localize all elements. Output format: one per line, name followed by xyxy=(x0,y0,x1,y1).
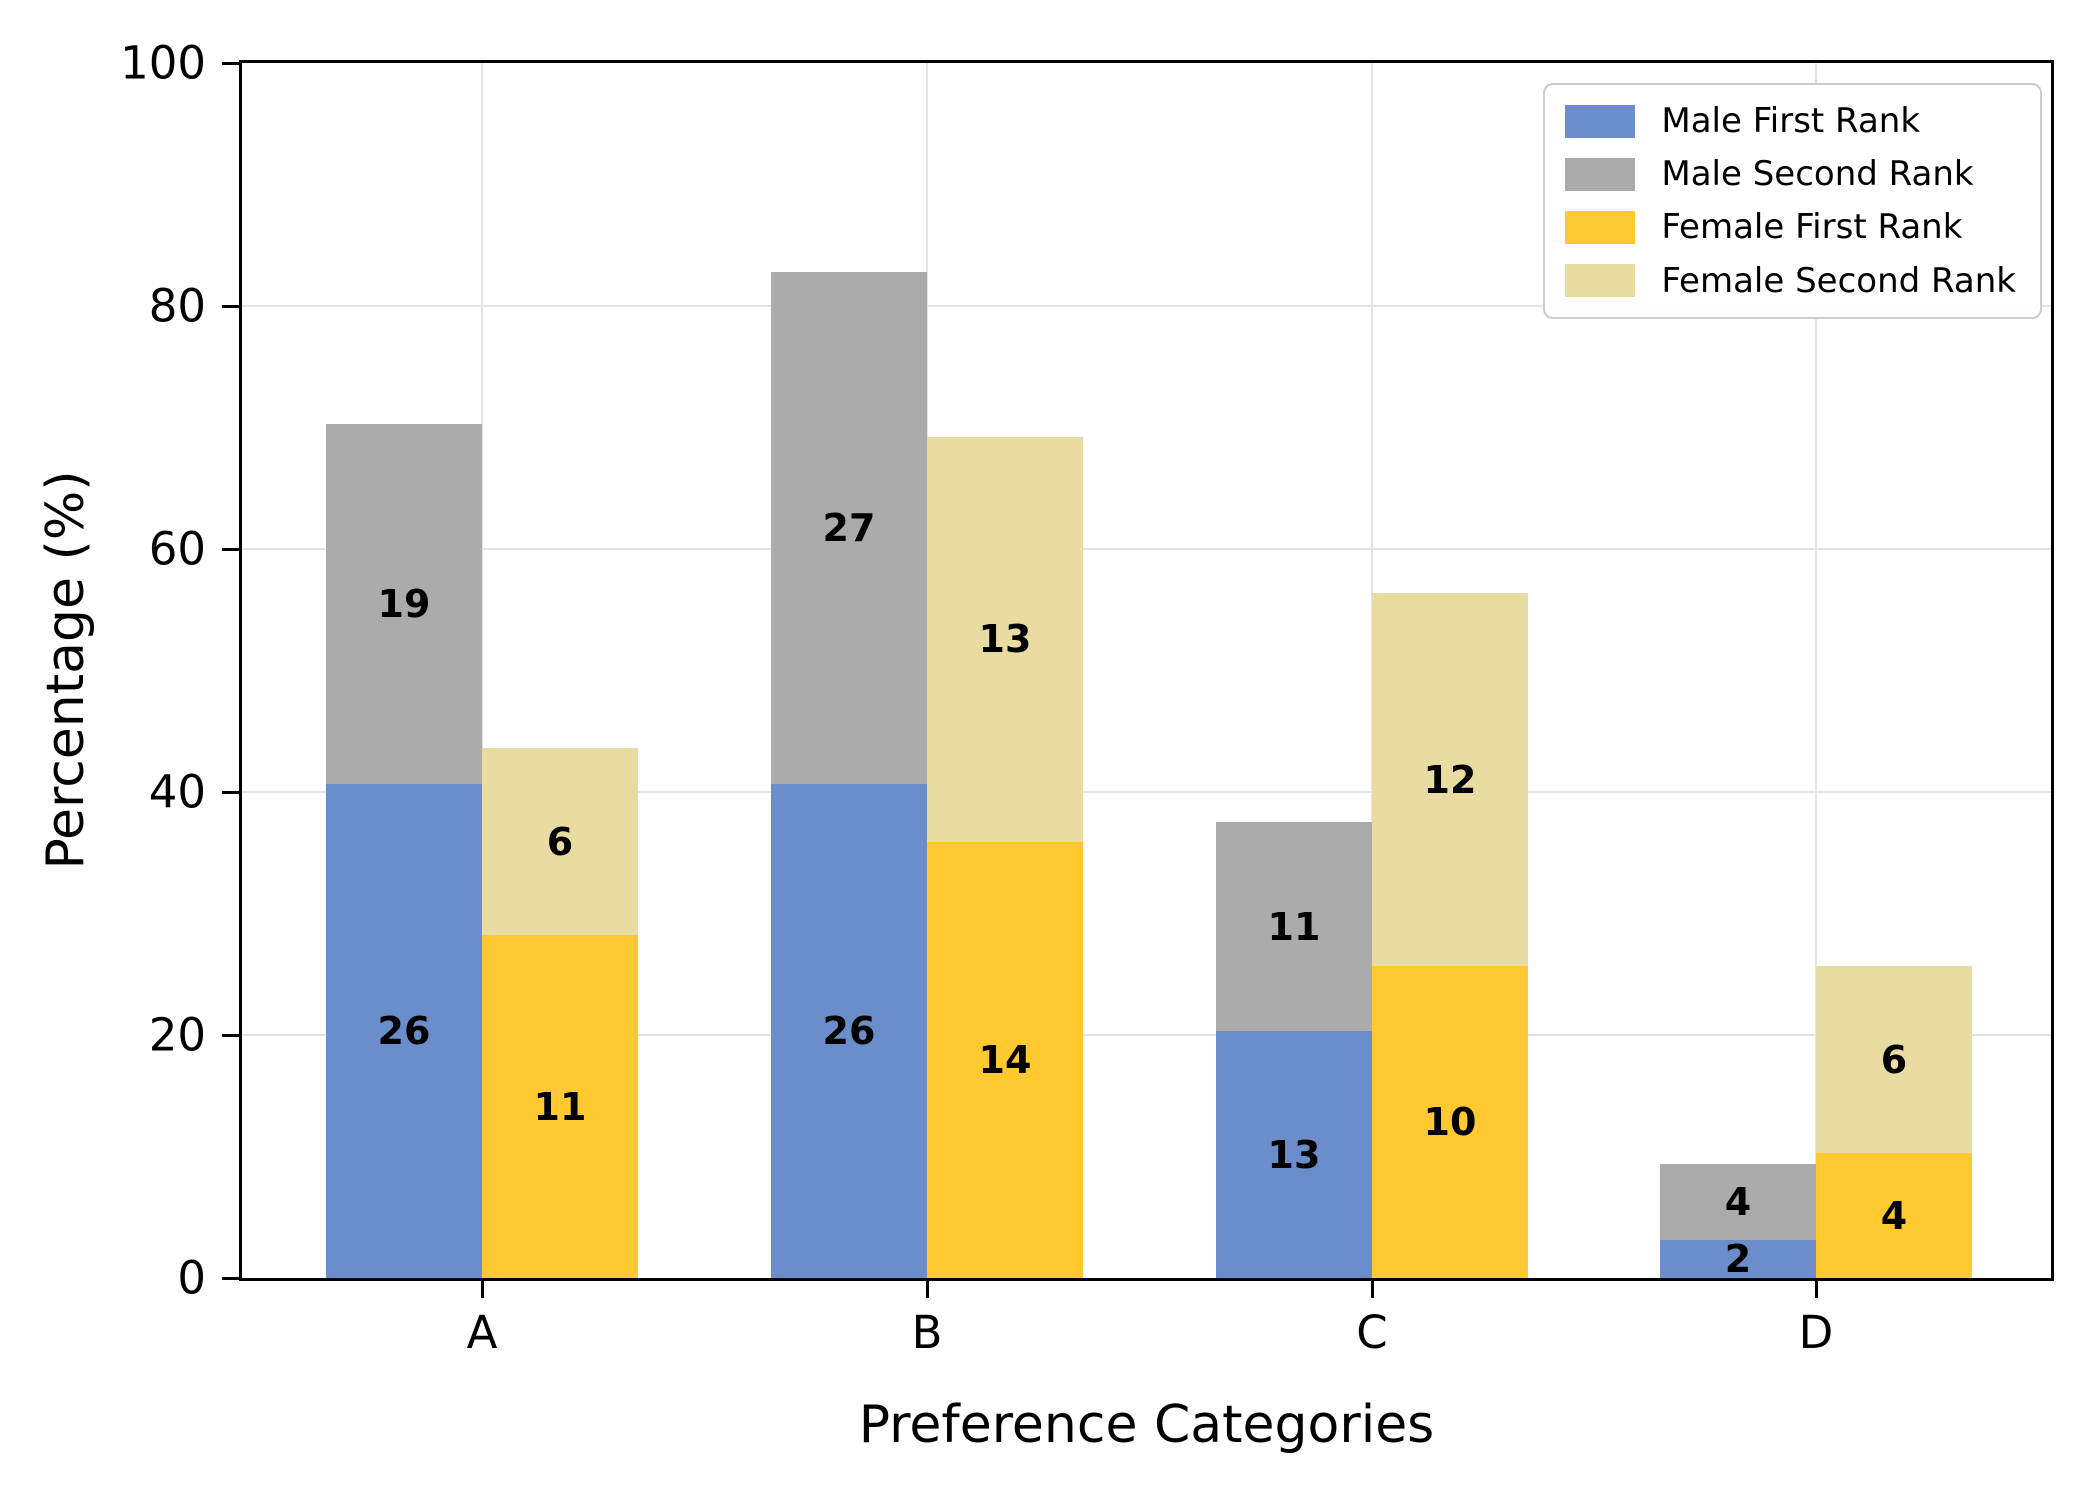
x-tick-label-a: A xyxy=(466,1306,498,1359)
bar-value-label: 26 xyxy=(377,1009,431,1054)
bar-segment-female-first xyxy=(1816,1153,1972,1278)
bar-segment-male-first xyxy=(326,784,482,1278)
bar-value-label: 14 xyxy=(978,1037,1032,1082)
y-axis-label-text: Percentage (%) xyxy=(36,470,96,870)
vertical-gridline xyxy=(481,63,483,1278)
bar-value-label: 11 xyxy=(1267,904,1321,949)
bar-segment-female-second xyxy=(927,436,1083,842)
bar-value-label: 2 xyxy=(1724,1236,1752,1281)
bar-value-label: 12 xyxy=(1423,757,1477,802)
bar-value-label: 19 xyxy=(377,581,431,626)
legend-label: Female Second Rank xyxy=(1661,260,2016,301)
bar-value-label: 27 xyxy=(822,506,876,551)
x-tick-label-b: B xyxy=(911,1306,943,1359)
bar-segment-female-first xyxy=(482,935,638,1278)
legend-row: Female Second Rank xyxy=(1565,259,2016,303)
legend-row: Female First Rank xyxy=(1565,205,2016,249)
legend-label: Female First Rank xyxy=(1661,207,1963,248)
bar-segment-male-second xyxy=(1216,822,1372,1032)
y-tick-label: 0 xyxy=(177,1251,206,1305)
bar-segment-male-second xyxy=(1660,1164,1816,1240)
y-tick-label: 100 xyxy=(120,36,206,90)
bar-value-label: 11 xyxy=(533,1084,587,1129)
legend-label: Male First Rank xyxy=(1661,101,1921,141)
x-tick-label-c: C xyxy=(1356,1306,1388,1359)
bar-segment-female-first xyxy=(1372,966,1528,1278)
legend-swatch-icon xyxy=(1565,104,1636,138)
bar-segment-male-first xyxy=(1660,1239,1816,1278)
legend-swatch-icon xyxy=(1565,210,1636,244)
y-tick-label: 40 xyxy=(148,765,206,819)
bar-segment-male-first xyxy=(1216,1031,1372,1278)
x-tick-mark xyxy=(1814,1278,1818,1298)
bar-segment-female-second xyxy=(482,748,638,936)
bar-segment-male-first xyxy=(771,784,927,1278)
x-tick-mark xyxy=(1370,1278,1374,1298)
legend-row: Male First Rank xyxy=(1565,99,2016,143)
x-axis-label: Preference Categories xyxy=(858,1395,1435,1455)
bar-value-label: 13 xyxy=(978,617,1032,662)
chart-plot-area: Male First Rank Male Second Rank Female Fi… xyxy=(120,37,2054,1359)
bar-segment-female-second xyxy=(1816,966,1972,1154)
bar-value-label: 10 xyxy=(1423,1100,1477,1145)
bar-segment-male-second xyxy=(771,271,927,785)
bar-value-label: 4 xyxy=(1724,1180,1752,1224)
horizontal-gridline xyxy=(242,1034,2051,1036)
bar-value-label: 6 xyxy=(1880,1037,1908,1082)
vertical-gridline xyxy=(1815,63,1817,1278)
horizontal-gridline xyxy=(242,548,2051,550)
bar-value-label: 6 xyxy=(546,819,574,864)
y-tick-mark xyxy=(222,1276,242,1280)
horizontal-gridline xyxy=(242,791,2051,793)
legend-swatch-icon xyxy=(1565,157,1636,191)
legend: Male First Rank Male Second Rank Female Fi… xyxy=(1543,83,2042,319)
y-tick-label: 80 xyxy=(148,279,206,333)
y-tick-mark xyxy=(222,1033,242,1037)
y-tick-mark xyxy=(222,61,242,65)
y-tick-label: 60 xyxy=(148,522,206,576)
bar-segment-female-first xyxy=(927,841,1083,1278)
y-tick-mark xyxy=(222,304,242,308)
legend-label: Male Second Rank xyxy=(1661,154,1974,195)
y-tick-mark xyxy=(222,547,242,551)
x-tick-label-d: D xyxy=(1798,1306,1834,1359)
bar-segment-male-second xyxy=(326,423,482,785)
bar-value-label: 26 xyxy=(822,1009,876,1054)
x-tick-mark xyxy=(480,1278,484,1298)
bar-value-label: 13 xyxy=(1267,1132,1321,1177)
horizontal-gridline xyxy=(242,305,2051,307)
bar-segment-female-second xyxy=(1372,592,1528,967)
y-tick-mark xyxy=(222,790,242,794)
legend-swatch-icon xyxy=(1565,264,1636,298)
x-tick-mark xyxy=(925,1278,929,1298)
y-tick-label: 20 xyxy=(148,1008,206,1062)
legend-row: Male Second Rank xyxy=(1565,152,2016,196)
bar-value-label: 4 xyxy=(1880,1193,1908,1238)
